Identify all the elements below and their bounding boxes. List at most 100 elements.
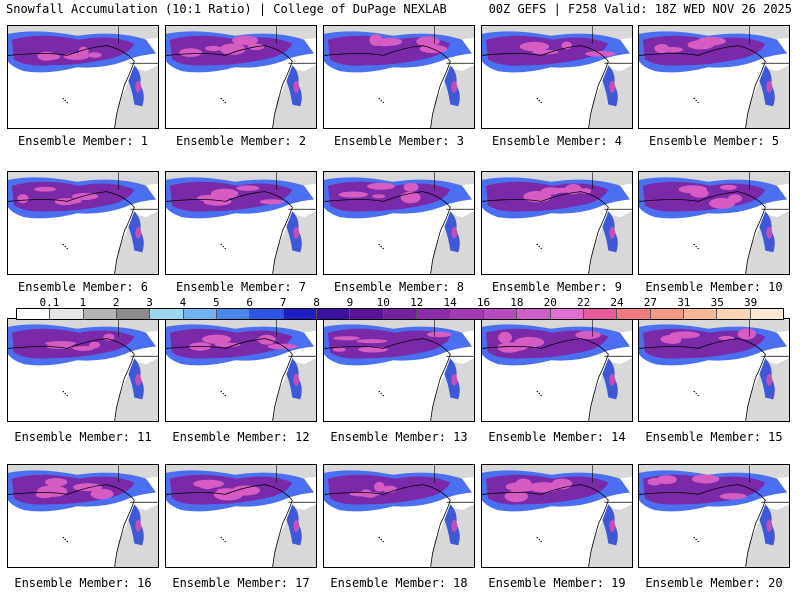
snow-max-streak: [40, 53, 61, 61]
snowfall-map: [324, 465, 474, 567]
legend-label: 24: [610, 296, 624, 309]
coastline: [166, 338, 293, 421]
legend-swatch: [617, 309, 651, 319]
hawaii-island: [222, 392, 224, 395]
legend-swatch: [483, 309, 518, 319]
snow-max-streak: [72, 345, 95, 351]
snow-max-streak: [259, 199, 284, 205]
hawaii-island: [64, 392, 66, 395]
coastline: [482, 191, 609, 274]
snow-max-streak: [72, 192, 99, 200]
hawaii-island: [697, 101, 699, 104]
snow-max-streak: [45, 341, 77, 346]
ensemble-map-panel: [7, 464, 159, 568]
hawaii-island: [62, 97, 64, 100]
coastline: [8, 191, 135, 274]
hawaii-island: [66, 540, 68, 543]
snow-max-streak: [375, 40, 393, 47]
snow-max-streak: [766, 373, 773, 386]
hawaii-island: [380, 538, 382, 541]
legend-swatch: [83, 309, 118, 319]
legend-label: 27: [643, 296, 658, 309]
legend-label: 8: [313, 296, 320, 309]
ensemble-map-panel: [481, 171, 633, 275]
hawaii-island: [695, 538, 697, 541]
snow-max-streak: [709, 197, 736, 209]
hawaii-island: [540, 540, 542, 543]
ensemble-map-panel: [323, 464, 475, 568]
snow-max-streak: [451, 373, 458, 386]
hawaii-island: [220, 390, 222, 393]
legend-swatch: [17, 309, 51, 319]
snow-max-streak: [73, 483, 103, 492]
legend-label: 22: [577, 296, 591, 309]
hawaii-island: [220, 243, 222, 246]
snow-max-streak: [17, 194, 29, 204]
legend-label: 16: [476, 296, 491, 309]
snow-band-core: [327, 328, 451, 359]
coastline: [8, 338, 135, 421]
snow-max-streak: [88, 341, 101, 349]
snowfall-map: [482, 172, 632, 274]
hawaii-island: [62, 390, 64, 393]
hawaii-island: [222, 99, 224, 102]
hawaii-island: [382, 247, 384, 250]
ensemble-map-panel: [323, 171, 475, 275]
snow-max-streak: [193, 479, 224, 488]
hawaii-island: [693, 243, 695, 246]
snow-max-streak: [34, 186, 56, 192]
snow-max-streak: [214, 342, 241, 348]
ensemble-member-label: Ensemble Member: 7: [175, 280, 307, 294]
snow-max-streak: [451, 80, 458, 93]
snow-max-streak: [135, 226, 142, 239]
snow-max-streak: [451, 226, 458, 239]
snow-max-streak: [662, 46, 683, 53]
header-right-title: 00Z GEFS | F258 Valid: 18Z WED NOV 26 20…: [488, 2, 792, 16]
snow-max-streak: [766, 226, 773, 239]
hawaii-island: [66, 101, 68, 104]
ensemble-member-label: Ensemble Member: 10: [645, 280, 783, 294]
legend-label: 35: [710, 296, 724, 309]
snowfall-map: [324, 319, 474, 421]
snow-max-streak: [737, 328, 757, 340]
snow-max-streak: [293, 519, 300, 532]
hawaii-island: [536, 243, 538, 246]
legend-swatch: [683, 309, 718, 319]
coastline: [166, 484, 293, 567]
snow-max-streak: [231, 35, 258, 46]
hawaii-island: [222, 538, 224, 541]
legend-label: 2: [112, 296, 120, 309]
ensemble-member-label: Ensemble Member: 15: [645, 430, 783, 444]
legend-swatch: [450, 309, 484, 319]
hawaii-island: [224, 540, 226, 543]
snow-band-core: [642, 35, 766, 66]
snow-max-streak: [519, 41, 550, 52]
snow-max-streak: [293, 80, 300, 93]
coastline: [639, 45, 766, 128]
legend-label: 3: [146, 296, 153, 309]
snow-max-streak: [766, 519, 773, 532]
ensemble-map-panel: [481, 25, 633, 129]
legend-label: 12: [410, 296, 424, 309]
hawaii-island: [222, 245, 224, 248]
snow-max-streak: [504, 490, 529, 503]
snow-max-streak: [498, 331, 512, 344]
hawaii-island: [224, 247, 226, 250]
snow-max-streak: [257, 334, 276, 345]
snowfall-map: [639, 319, 789, 421]
ensemble-map-panel: [7, 171, 159, 275]
snow-max-streak: [236, 185, 260, 191]
legend-swatch: [517, 309, 551, 319]
snowfall-map: [8, 26, 158, 128]
snow-max-streak: [267, 343, 298, 350]
snow-max-streak: [360, 489, 372, 498]
hawaii-island: [695, 99, 697, 102]
ensemble-map-panel: [165, 25, 317, 129]
coastline: [166, 45, 293, 128]
hawaii-island: [695, 245, 697, 248]
hawaii-island: [697, 394, 699, 397]
snow-max-streak: [203, 197, 232, 206]
snowfall-map: [8, 319, 158, 421]
ensemble-map-panel: [165, 171, 317, 275]
hawaii-island: [64, 99, 66, 102]
